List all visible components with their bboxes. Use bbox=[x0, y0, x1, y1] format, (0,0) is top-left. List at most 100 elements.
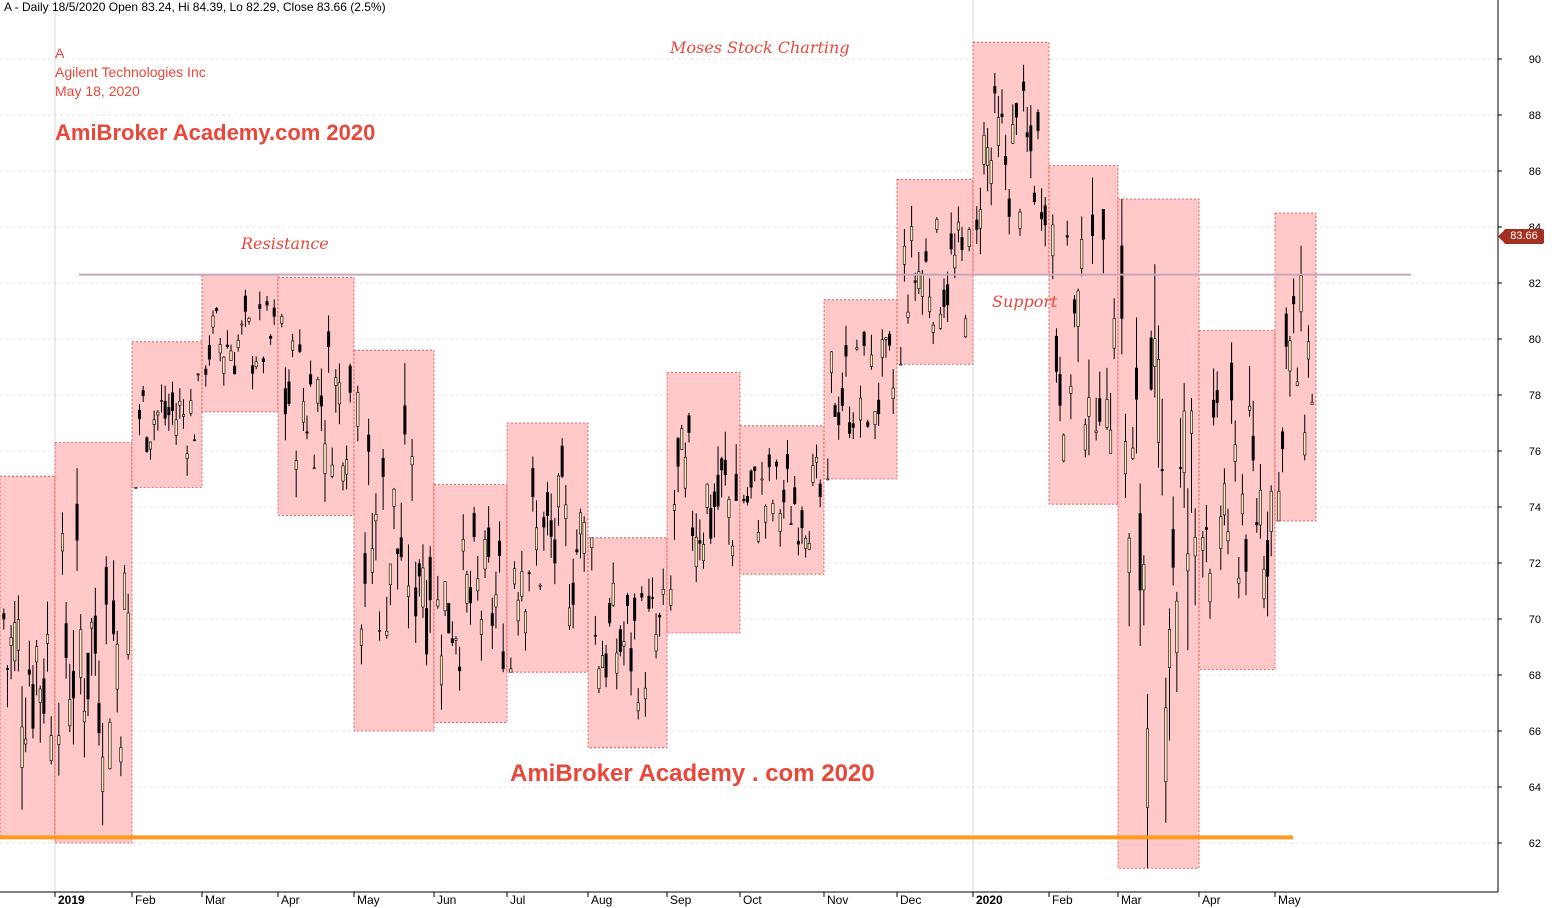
x-tick-label: Apr bbox=[281, 893, 300, 907]
candle-body bbox=[654, 634, 658, 652]
candle-body bbox=[149, 441, 153, 450]
y-tick-label: 82 bbox=[1529, 278, 1541, 290]
candle-body bbox=[800, 510, 804, 529]
candle-body bbox=[1295, 381, 1299, 386]
candle-body bbox=[650, 597, 654, 599]
candle-body bbox=[512, 568, 516, 585]
candle-body bbox=[251, 365, 255, 374]
candle-body bbox=[680, 428, 684, 450]
y-tick-label: 68 bbox=[1529, 670, 1541, 682]
candle-body bbox=[1069, 386, 1073, 394]
candle-body bbox=[523, 611, 527, 634]
candle-body bbox=[421, 567, 425, 608]
candle-body bbox=[938, 313, 942, 329]
candle-body bbox=[946, 284, 950, 306]
y-tick-label: 64 bbox=[1529, 782, 1541, 794]
month-range-box bbox=[1117, 198, 1200, 869]
symbol-label: A bbox=[55, 45, 65, 61]
candle-body bbox=[93, 615, 97, 654]
candle-body bbox=[953, 254, 957, 269]
candle-body bbox=[79, 629, 83, 678]
candle-body bbox=[676, 437, 680, 467]
candle-body bbox=[341, 465, 345, 482]
candle-body bbox=[837, 412, 841, 426]
candle-body bbox=[494, 594, 498, 608]
candle-body bbox=[829, 351, 833, 374]
candle-body bbox=[910, 226, 914, 241]
y-tick-label: 74 bbox=[1529, 502, 1541, 514]
candle-body bbox=[1226, 531, 1230, 542]
candle-body bbox=[134, 487, 138, 489]
candle-body bbox=[345, 459, 349, 475]
candle-body bbox=[1043, 205, 1047, 226]
candle-body bbox=[1237, 577, 1241, 584]
candle-body bbox=[687, 415, 691, 433]
candle-body bbox=[1029, 125, 1033, 152]
candle-body bbox=[582, 522, 586, 554]
y-tick-label: 78 bbox=[1529, 390, 1541, 402]
candle-body bbox=[258, 304, 262, 309]
candle-body bbox=[1288, 340, 1292, 372]
x-tick-label: 2020 bbox=[976, 893, 1003, 907]
candle-body bbox=[24, 738, 28, 745]
candle-body bbox=[549, 520, 553, 537]
candle-body bbox=[5, 668, 9, 670]
candle-body bbox=[516, 599, 520, 622]
candle-body bbox=[647, 595, 651, 609]
candle-body bbox=[1051, 224, 1055, 257]
candle-body bbox=[305, 431, 309, 434]
candle-body bbox=[694, 536, 698, 568]
candle-body bbox=[1182, 410, 1186, 473]
candle-body bbox=[935, 219, 939, 230]
candle-body bbox=[222, 356, 226, 374]
candle-body bbox=[64, 623, 68, 658]
candle-body bbox=[1124, 441, 1128, 475]
candle-body bbox=[182, 414, 186, 417]
candle-body bbox=[218, 344, 222, 354]
candle-body bbox=[1149, 337, 1153, 390]
candle-body bbox=[1240, 493, 1244, 515]
candle-body bbox=[956, 221, 960, 231]
month-range-box bbox=[1048, 164, 1119, 505]
candle-body bbox=[280, 316, 284, 324]
candle-body bbox=[388, 563, 392, 585]
candle-body bbox=[319, 395, 323, 407]
candle-body bbox=[1018, 211, 1022, 229]
candle-body bbox=[1157, 359, 1161, 443]
y-tick-label: 66 bbox=[1529, 726, 1541, 738]
candle-body bbox=[261, 358, 265, 362]
candle-body bbox=[1208, 573, 1212, 603]
month-range-box bbox=[739, 425, 825, 575]
candle-body bbox=[683, 456, 687, 489]
y-tick-label: 90 bbox=[1529, 54, 1541, 66]
candle-body bbox=[1193, 536, 1197, 557]
candle-body bbox=[1255, 522, 1259, 526]
candle-body bbox=[1142, 564, 1146, 591]
x-tick-label: Feb bbox=[135, 893, 156, 907]
x-tick-label: Apr bbox=[1202, 893, 1221, 907]
candle-body bbox=[71, 670, 75, 699]
candle-body bbox=[913, 280, 917, 283]
candle-body bbox=[123, 572, 127, 610]
candle-body bbox=[1160, 469, 1164, 472]
candle-body bbox=[367, 434, 371, 452]
candle-body bbox=[902, 245, 906, 265]
candle-body bbox=[450, 638, 454, 643]
candle-body bbox=[866, 421, 870, 427]
candle-body bbox=[171, 392, 175, 411]
candle-body bbox=[35, 646, 39, 663]
candle-body bbox=[597, 668, 601, 689]
candle-body bbox=[108, 722, 112, 770]
candle-body bbox=[1266, 540, 1270, 577]
candle-body bbox=[1299, 275, 1303, 313]
x-tick-label: May bbox=[357, 893, 380, 907]
candle-body bbox=[439, 655, 443, 686]
candle-body bbox=[112, 600, 116, 635]
candle-body bbox=[254, 361, 258, 367]
candle-body bbox=[330, 464, 334, 477]
candle-body bbox=[1072, 299, 1076, 314]
chart-header: A - Daily 18/5/2020 Open 83.24, Hi 84.39… bbox=[4, 0, 386, 14]
candle-body bbox=[669, 588, 673, 606]
candle-body bbox=[160, 400, 164, 402]
candle-body bbox=[520, 571, 524, 597]
